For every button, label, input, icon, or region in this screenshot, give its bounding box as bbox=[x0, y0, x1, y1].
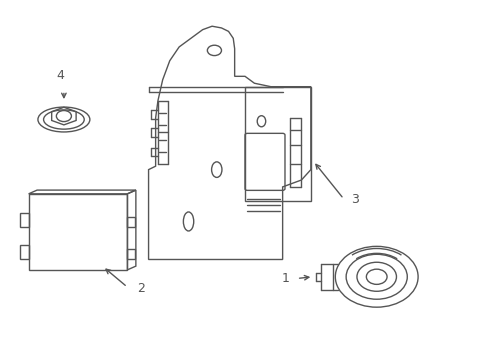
Text: 4: 4 bbox=[57, 68, 65, 81]
Bar bbox=[127, 217, 135, 228]
Bar bbox=[127, 249, 135, 260]
Bar bbox=[28, 194, 127, 270]
Text: 2: 2 bbox=[137, 282, 145, 295]
Text: 1: 1 bbox=[282, 272, 290, 285]
Text: 3: 3 bbox=[351, 193, 359, 206]
Bar bbox=[20, 245, 28, 260]
Bar bbox=[20, 213, 28, 228]
